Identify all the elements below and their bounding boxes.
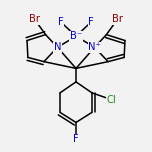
Text: B⁻: B⁻	[70, 31, 82, 41]
Text: N⁺: N⁺	[88, 42, 101, 52]
Text: Br: Br	[29, 14, 40, 24]
Text: Br: Br	[112, 14, 123, 24]
Text: N: N	[54, 42, 61, 52]
Text: Cl: Cl	[107, 95, 116, 105]
Text: F: F	[58, 17, 64, 27]
Text: F: F	[88, 17, 94, 27]
Text: F: F	[73, 134, 79, 144]
